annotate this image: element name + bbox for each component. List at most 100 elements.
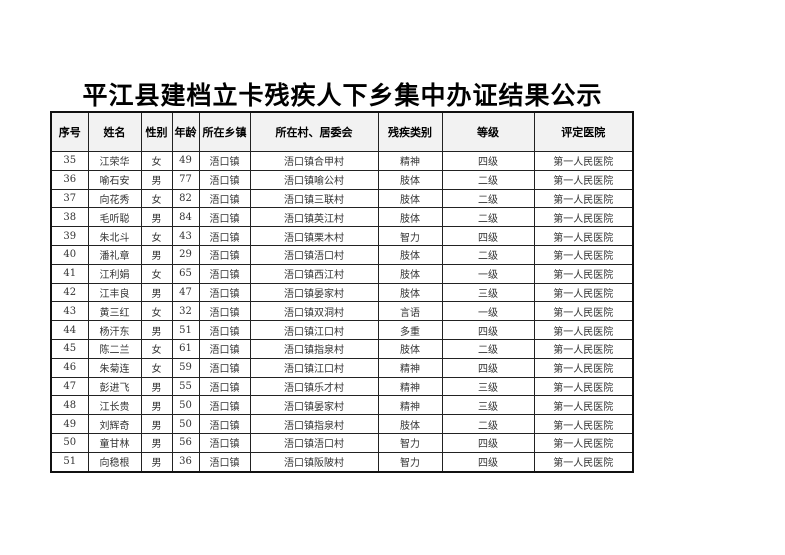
- cell-gender: 男: [140, 395, 173, 416]
- cell-grade: 四级: [441, 226, 535, 246]
- cell-hospital: 第一人民医院: [533, 151, 634, 171]
- table-row: 45 陈二兰女 61 浯口镇 浯口镇指泉村 肢体 二级 第一人民医院: [50, 338, 634, 359]
- cell-seq: 38: [50, 207, 89, 228]
- cell-grade: 二级: [441, 414, 535, 434]
- cell-hospital: 第一人民医院: [533, 395, 634, 416]
- cell-seq: 40: [50, 244, 89, 265]
- cell-hospital: 第一人民医院: [533, 357, 634, 378]
- cell-seq: 44: [50, 320, 89, 340]
- cell-age: 50: [171, 395, 200, 416]
- cell-name: 朱菊连: [87, 357, 142, 378]
- cell-disability-type: 肢体: [377, 263, 443, 284]
- cell-village: 浯口镇阪陂村: [249, 451, 379, 473]
- cell-disability-type: 肢体: [377, 414, 443, 434]
- column-header-name: 姓名: [87, 111, 142, 152]
- cell-age: 77: [171, 169, 200, 190]
- cell-seq: 41: [50, 263, 89, 284]
- cell-name: 黄三红: [87, 301, 142, 322]
- cell-gender: 男: [140, 451, 173, 473]
- cell-name: 江荣华: [87, 151, 142, 171]
- cell-name: 刘辉奇: [87, 414, 142, 434]
- cell-grade: 四级: [441, 357, 535, 378]
- cell-age: 43: [171, 226, 200, 246]
- cell-age: 59: [171, 357, 200, 378]
- cell-grade: 一级: [441, 263, 535, 284]
- cell-village: 浯口镇合甲村: [249, 151, 379, 171]
- cell-village: 浯口镇栗木村: [249, 226, 379, 246]
- cell-grade: 四级: [441, 451, 535, 473]
- column-header-disability-type: 残疾类别: [377, 111, 443, 152]
- cell-seq: 51: [50, 451, 89, 473]
- cell-disability-type: 智力: [377, 226, 443, 246]
- cell-town: 浯口镇: [198, 338, 251, 359]
- cell-seq: 35: [50, 151, 89, 171]
- cell-age: 29: [171, 244, 200, 265]
- cell-hospital: 第一人民医院: [533, 451, 634, 473]
- column-header-hospital: 评定医院: [533, 111, 634, 152]
- cell-grade: 一级: [441, 301, 535, 322]
- table-row: 47 彭进飞男 55 浯口镇 浯口镇乐才村 精神 三级 第一人民医院: [50, 376, 634, 397]
- cell-age: 50: [171, 414, 200, 434]
- cell-disability-type: 智力: [377, 451, 443, 473]
- cell-hospital: 第一人民医院: [533, 282, 634, 303]
- cell-grade: 三级: [441, 282, 535, 303]
- cell-disability-type: 肢体: [377, 207, 443, 228]
- cell-seq: 37: [50, 188, 89, 209]
- cell-village: 浯口镇喻公村: [249, 169, 379, 190]
- cell-seq: 50: [50, 432, 89, 453]
- cell-grade: 四级: [441, 432, 535, 453]
- cell-village: 浯口镇英江村: [249, 207, 379, 228]
- cell-hospital: 第一人民医院: [533, 244, 634, 265]
- cell-name: 陈二兰: [87, 338, 142, 359]
- cell-hospital: 第一人民医院: [533, 376, 634, 397]
- table-row: 35 江荣华女 49 浯口镇 浯口镇合甲村 精神 四级 第一人民医院: [50, 151, 634, 171]
- cell-seq: 49: [50, 414, 89, 434]
- cell-name: 向稳根: [87, 451, 142, 473]
- cell-gender: 男: [140, 207, 173, 228]
- table-row: 37 向花秀女 82 浯口镇 浯口镇三联村 肢体 二级 第一人民医院: [50, 188, 634, 209]
- cell-disability-type: 多重: [377, 320, 443, 340]
- cell-gender: 男: [140, 432, 173, 453]
- table-row: 42 江丰良男 47 浯口镇 浯口镇晏家村 肢体 三级 第一人民医院: [50, 282, 634, 303]
- cell-town: 浯口镇: [198, 301, 251, 322]
- cell-disability-type: 肢体: [377, 244, 443, 265]
- cell-town: 浯口镇: [198, 226, 251, 246]
- column-header-village: 所在村、居委会: [249, 111, 379, 152]
- table-row: 49 刘辉奇男 50 浯口镇 浯口镇指泉村 肢体 二级 第一人民医院: [50, 414, 634, 434]
- cell-village: 浯口镇浯口村: [249, 432, 379, 453]
- cell-name: 向花秀: [87, 188, 142, 209]
- cell-age: 47: [171, 282, 200, 303]
- table-row: 43 黄三红女 32 浯口镇 浯口镇双洞村 言语 一级 第一人民医院: [50, 301, 634, 322]
- cell-seq: 47: [50, 376, 89, 397]
- cell-gender: 男: [140, 244, 173, 265]
- cell-village: 浯口镇指泉村: [249, 338, 379, 359]
- column-header-town: 所在乡镇: [198, 111, 251, 152]
- cell-age: 32: [171, 301, 200, 322]
- cell-gender: 女: [140, 338, 173, 359]
- cell-grade: 四级: [441, 320, 535, 340]
- cell-village: 浯口镇江口村: [249, 357, 379, 378]
- column-header-gender: 性别: [140, 111, 173, 152]
- cell-disability-type: 肢体: [377, 188, 443, 209]
- cell-gender: 女: [140, 188, 173, 209]
- cell-hospital: 第一人民医院: [533, 320, 634, 340]
- cell-name: 江丰良: [87, 282, 142, 303]
- cell-village: 浯口镇浯口村: [249, 244, 379, 265]
- cell-gender: 女: [140, 301, 173, 322]
- cell-disability-type: 精神: [377, 376, 443, 397]
- cell-gender: 男: [140, 169, 173, 190]
- cell-gender: 男: [140, 376, 173, 397]
- cell-name: 潘礼章: [87, 244, 142, 265]
- cell-town: 浯口镇: [198, 376, 251, 397]
- cell-grade: 三级: [441, 395, 535, 416]
- cell-hospital: 第一人民医院: [533, 301, 634, 322]
- cell-gender: 女: [140, 263, 173, 284]
- cell-age: 49: [171, 151, 200, 171]
- cell-town: 浯口镇: [198, 320, 251, 340]
- cell-age: 36: [171, 451, 200, 473]
- table-row: 40 潘礼章男 29 浯口镇 浯口镇浯口村 肢体 二级 第一人民医院: [50, 244, 634, 265]
- cell-seq: 36: [50, 169, 89, 190]
- cell-town: 浯口镇: [198, 357, 251, 378]
- cell-hospital: 第一人民医院: [533, 338, 634, 359]
- cell-disability-type: 精神: [377, 151, 443, 171]
